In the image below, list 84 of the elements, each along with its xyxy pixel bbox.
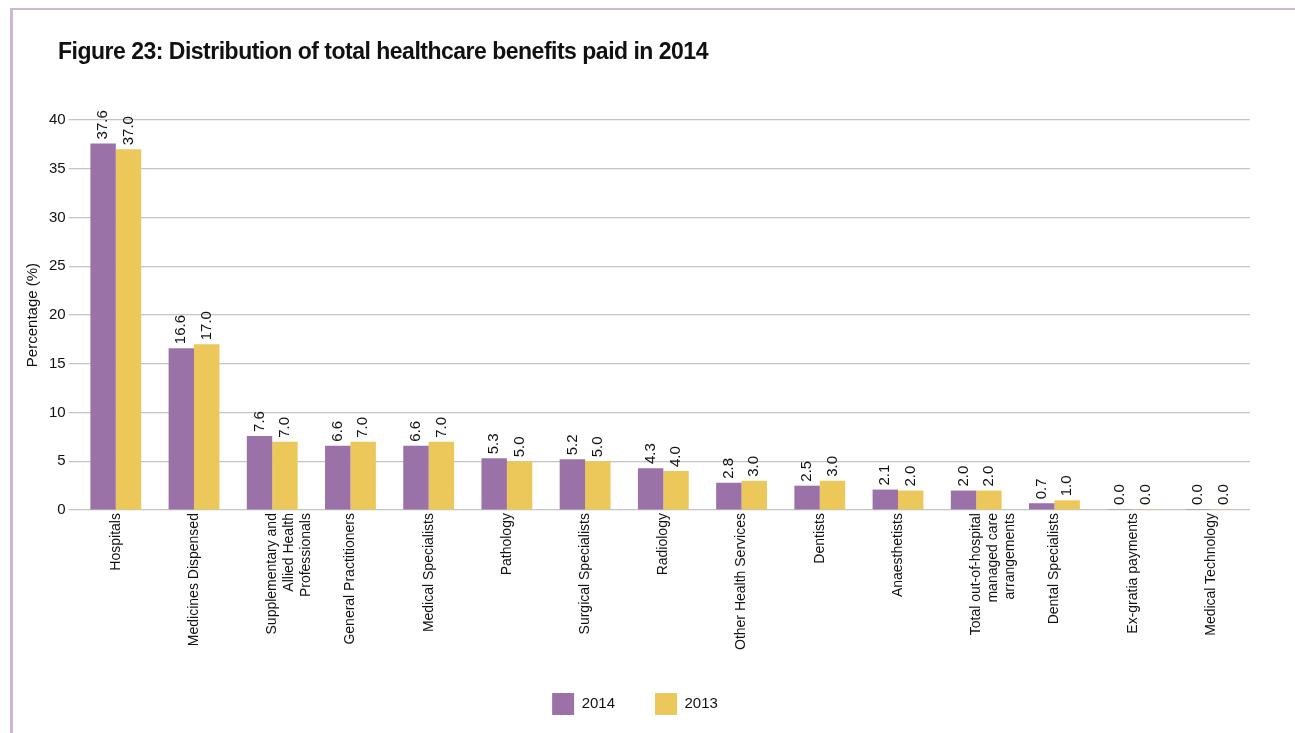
data-label: 0.0 — [1135, 484, 1153, 506]
bar — [898, 490, 924, 510]
y-tick-label: 30 — [49, 207, 66, 225]
x-tick-label: Supplementary and Allied Health Professionals — [263, 513, 313, 635]
x-tick-label: Ex-gratia payments — [1123, 513, 1140, 634]
data-label: 0.0 — [1213, 484, 1231, 506]
legend-label: 2014 — [581, 694, 616, 712]
y-tick-label: 35 — [49, 158, 66, 176]
bar — [115, 149, 142, 510]
y-tick-label: 10 — [49, 402, 66, 420]
y-tick-label: 5 — [57, 451, 66, 469]
bar — [1054, 500, 1080, 510]
data-label: 16.6 — [171, 314, 189, 345]
bar — [976, 490, 1002, 510]
bar — [663, 471, 689, 510]
x-tick-label: Medical Technology — [1201, 513, 1218, 636]
bar — [272, 441, 298, 510]
bar — [950, 490, 977, 510]
bar — [325, 445, 351, 510]
data-label: 17.0 — [196, 311, 214, 341]
bar — [481, 458, 507, 510]
bar — [585, 461, 611, 510]
bar — [559, 459, 586, 510]
data-label: 7.6 — [249, 411, 267, 432]
data-label: 2.1 — [875, 464, 893, 486]
bar — [637, 468, 664, 510]
data-label: 5.0 — [509, 436, 527, 458]
bar — [1029, 503, 1055, 510]
x-tick-label: Other Health Services — [732, 513, 749, 651]
bar — [194, 344, 220, 510]
legend-label: 2013 — [684, 694, 718, 712]
bar — [872, 489, 899, 510]
data-label: 37.0 — [118, 116, 136, 146]
data-label: 2.8 — [718, 457, 736, 479]
data-label: 0.0 — [1110, 484, 1128, 506]
data-label: 3.0 — [744, 455, 762, 477]
y-tick-label: 0 — [57, 500, 66, 518]
data-label: 4.0 — [666, 446, 684, 468]
x-tick-label: Hospitals — [106, 513, 123, 571]
data-label: 5.3 — [484, 433, 502, 455]
data-label: 0.0 — [1188, 484, 1206, 506]
data-label: 2.0 — [979, 465, 997, 487]
bar — [741, 480, 767, 510]
bar — [246, 435, 273, 510]
bar — [90, 143, 116, 510]
x-tick-label: Medicines Dispensed — [184, 513, 201, 647]
x-tick-label: Pathology — [497, 513, 514, 576]
data-label: 37.6 — [93, 110, 111, 140]
data-label: 2.0 — [953, 465, 971, 487]
x-tick-label: Surgical Specialists — [575, 513, 592, 635]
bar — [794, 485, 820, 510]
y-tick-label: 15 — [49, 353, 66, 371]
y-tick-label: 20 — [49, 305, 66, 323]
bar — [716, 482, 742, 510]
y-tick-label: 25 — [49, 256, 66, 274]
data-label: 5.2 — [562, 434, 580, 456]
data-label: 5.0 — [587, 436, 605, 458]
x-tick-label: Radiology — [654, 513, 671, 576]
data-label: 1.0 — [1057, 475, 1075, 497]
x-tick-label: Dental Specialists — [1045, 513, 1062, 625]
data-label: 2.5 — [797, 460, 815, 482]
chart-title: Figure 23: Distribution of total healthcare benefits paid in 2014 — [58, 38, 708, 65]
x-tick-label: Total out-of-hospital managed care arrangements — [967, 512, 1017, 636]
data-label: 4.3 — [640, 443, 658, 465]
data-label: 2.0 — [900, 465, 918, 487]
x-tick-label: Dentists — [810, 513, 827, 564]
y-axis-title: Percentage (%) — [23, 262, 41, 368]
data-label: 7.0 — [431, 416, 449, 438]
data-label: 7.0 — [275, 416, 293, 438]
bar — [506, 461, 533, 510]
data-label: 0.7 — [1031, 478, 1049, 500]
bar — [350, 441, 376, 510]
bar — [819, 480, 846, 510]
bar — [403, 445, 429, 510]
data-label: 7.0 — [353, 416, 371, 438]
bar — [428, 441, 455, 510]
data-label: 3.0 — [822, 455, 840, 477]
data-label: 6.6 — [327, 420, 345, 442]
x-tick-label: Anaesthetists — [888, 513, 905, 598]
x-tick-label: Medical Specialists — [419, 513, 436, 633]
x-tick-label: General Practitioners — [341, 513, 358, 645]
y-tick-label: 40 — [49, 110, 66, 128]
data-label: 6.6 — [406, 420, 424, 442]
bar — [168, 348, 195, 510]
